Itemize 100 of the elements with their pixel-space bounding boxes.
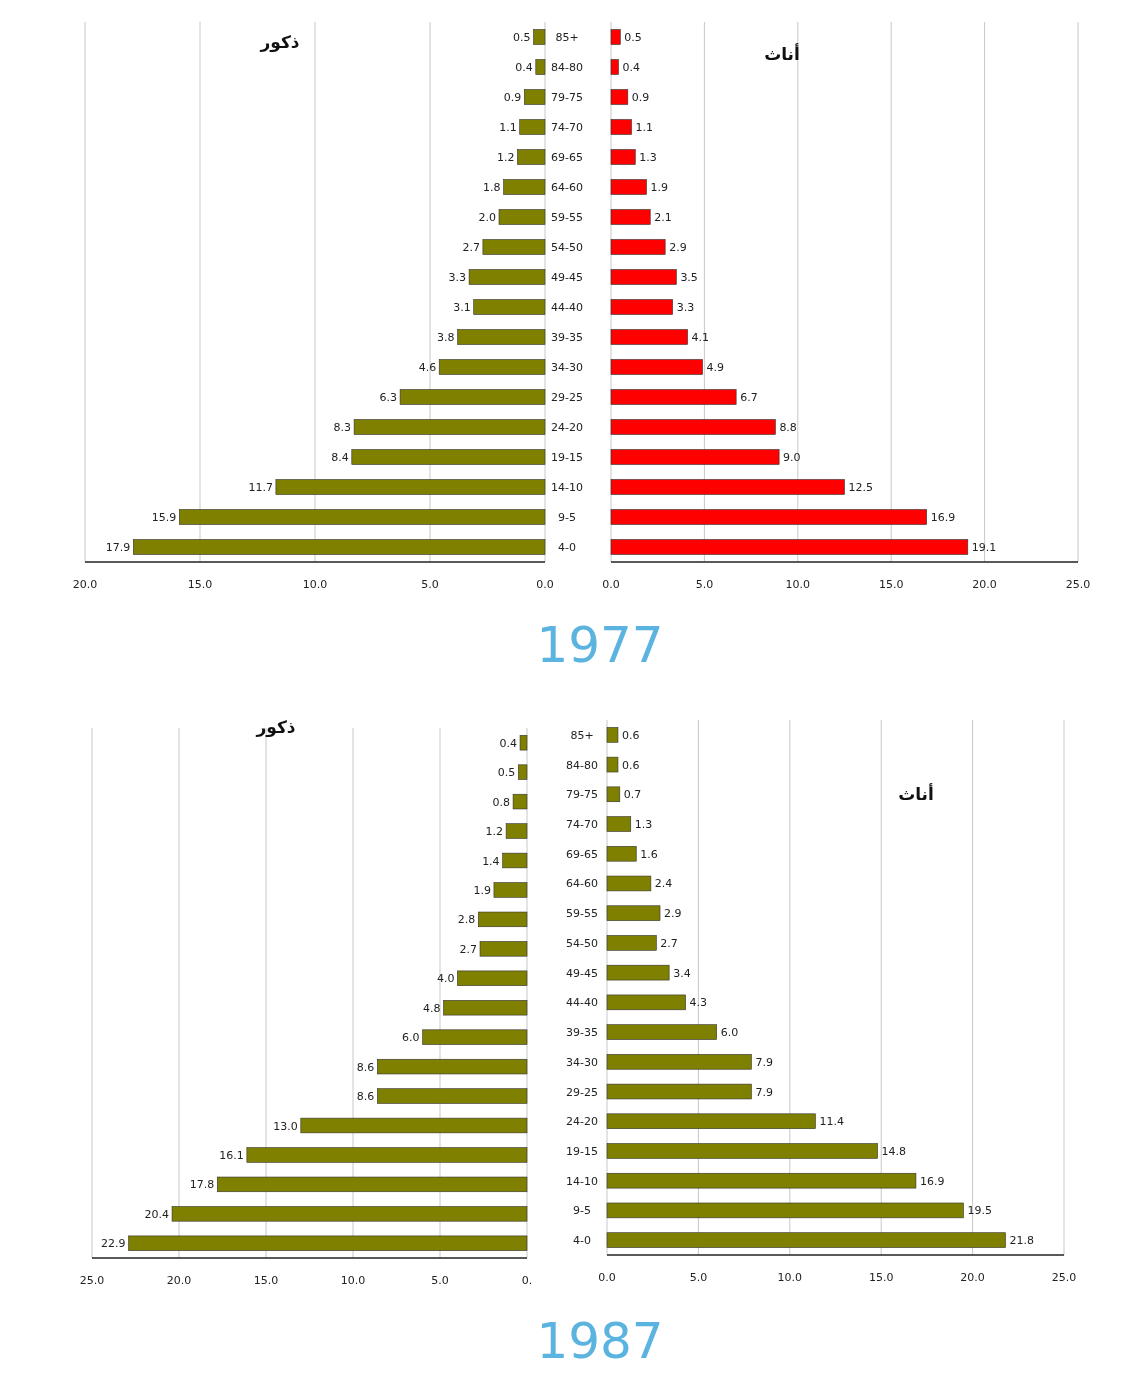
bar [610, 59, 619, 75]
bar [524, 89, 546, 105]
x-tick-label: 20.0 [960, 1271, 985, 1284]
bar [300, 1117, 528, 1134]
bar [610, 179, 647, 195]
bar [171, 1206, 528, 1222]
x-tick-label: 5.0 [689, 1271, 708, 1284]
text: أناث [898, 783, 934, 804]
bar [610, 509, 927, 525]
data-label: 0.6 [621, 728, 640, 742]
data-label: 21.8 [1009, 1234, 1034, 1248]
data-label: 1.2 [496, 151, 515, 164]
data-label: 8.3 [333, 421, 352, 434]
y-tick-label: 44-40 [566, 996, 598, 1010]
y-tick-label: 74-70 [551, 121, 583, 134]
data-label: 20.4 [144, 1207, 170, 1221]
data-label: 0.7 [623, 788, 642, 802]
x-tick-label: 10.0 [302, 578, 328, 591]
data-label: 0.9 [503, 91, 522, 104]
y-tick-label: 19-15 [551, 451, 583, 464]
data-label: 16.1 [219, 1148, 244, 1162]
bar [610, 479, 845, 495]
data-label: 3.4 [673, 966, 691, 980]
bar [610, 299, 673, 315]
y-tick-label: 24-20 [566, 1115, 598, 1129]
bar [610, 29, 621, 45]
x-tick-label: 5.0 [421, 578, 439, 591]
data-label: 16.9 [919, 1174, 945, 1188]
bar [468, 269, 546, 285]
y-tick-label: 29-25 [551, 391, 583, 404]
bar [606, 816, 632, 832]
data-label: 4.6 [418, 361, 437, 374]
data-label: 4.1 [691, 331, 710, 344]
data-label: 4.3 [689, 996, 708, 1010]
bar [502, 852, 528, 869]
data-label: 12.5 [848, 481, 873, 494]
bar [377, 1088, 528, 1104]
data-label: 3.3 [448, 271, 467, 284]
x-tick-label: 5.0 [695, 578, 714, 591]
x-tick-label: 20.0 [972, 578, 997, 591]
data-label: 8.6 [356, 1090, 375, 1104]
bar [606, 875, 652, 892]
bar [606, 1143, 878, 1159]
text: 1977 [536, 616, 664, 674]
y-tick-label: 84-80 [551, 61, 583, 74]
bar [606, 1113, 816, 1129]
data-label: 11.7 [248, 481, 273, 494]
bar [377, 1058, 528, 1075]
data-label: 0.5 [624, 31, 642, 44]
bar [438, 359, 546, 375]
y-tick-label: 24-20 [551, 421, 583, 434]
data-label: 1.9 [473, 883, 491, 897]
data-label: 0.5 [513, 31, 531, 44]
data-label: 13.0 [273, 1119, 298, 1133]
data-label: 4.8 [422, 1001, 441, 1015]
data-label: 2.0 [478, 211, 496, 224]
y-tick-label: 44-40 [551, 301, 583, 314]
y-tick-label: 4-0 [558, 541, 576, 554]
x-tick-label: 25.0 [1051, 1271, 1077, 1284]
data-label: 1.8 [483, 181, 501, 194]
y-tick-label: 9-5 [558, 511, 576, 524]
x-tick-label: 20.0 [72, 578, 98, 591]
data-label: 0.4 [515, 61, 533, 74]
data-label: 3.1 [453, 301, 471, 314]
bar [606, 935, 657, 951]
data-label: 6.0 [402, 1031, 420, 1045]
text: 1987 [536, 1312, 664, 1370]
data-label: 6.3 [379, 391, 398, 404]
data-label: 9.0 [783, 451, 801, 464]
x-tick-label: 0.0 [602, 578, 620, 591]
bar [606, 964, 670, 981]
data-label: 0.8 [492, 795, 511, 809]
bar [610, 419, 776, 435]
y-tick-label: 64-60 [551, 181, 583, 194]
data-label: 17.8 [189, 1178, 215, 1192]
data-label: 7.9 [755, 1085, 773, 1099]
bar [610, 119, 632, 135]
data-label: 0.5 [497, 766, 516, 780]
x-tick-label: 5.0 [431, 1274, 449, 1287]
bar [606, 1232, 1006, 1248]
data-label: 2.8 [457, 913, 476, 927]
bar [216, 1176, 528, 1193]
bar [606, 1202, 964, 1219]
bar [610, 269, 677, 285]
bar [128, 1235, 528, 1251]
data-label: 4.9 [706, 361, 725, 374]
bar [610, 89, 629, 105]
bar [275, 479, 546, 495]
y-tick-label: 49-45 [566, 966, 598, 980]
data-label: 1.9 [650, 181, 668, 194]
bar [473, 299, 546, 315]
bar [498, 209, 546, 225]
bar [535, 59, 546, 75]
bar [517, 149, 546, 165]
y-tick-label: 39-35 [566, 1026, 598, 1040]
y-tick-label: 34-30 [566, 1055, 598, 1069]
bar [519, 735, 528, 751]
bar [519, 119, 546, 135]
data-label: 17.9 [105, 541, 131, 554]
bar [482, 239, 546, 255]
